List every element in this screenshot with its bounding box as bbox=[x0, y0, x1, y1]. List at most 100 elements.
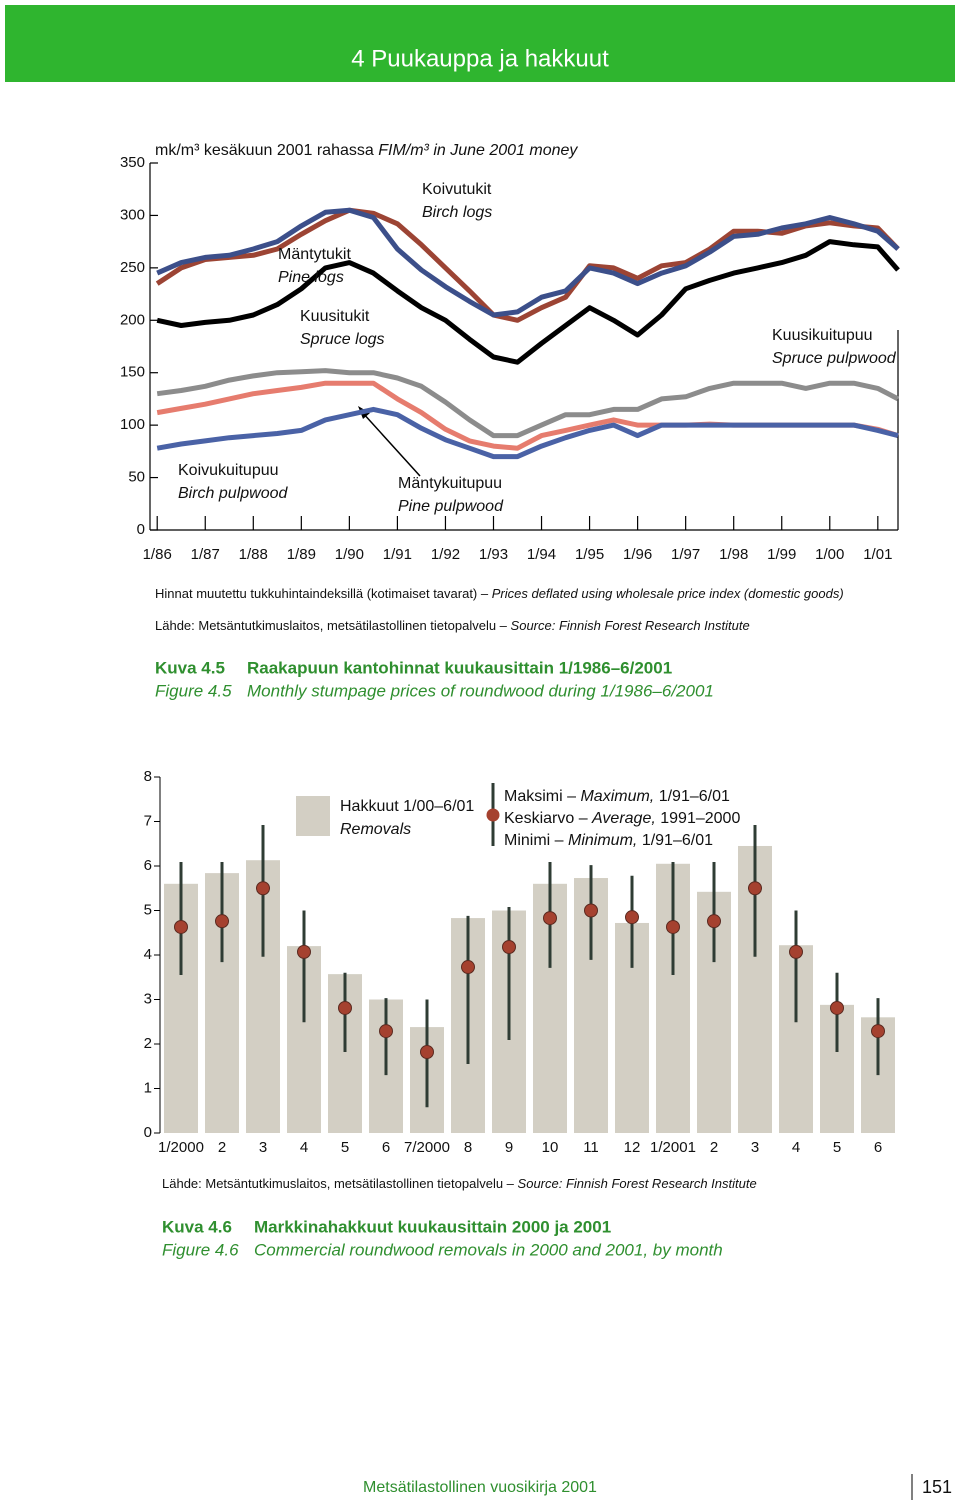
average-dot bbox=[461, 960, 475, 975]
series-label-en: Spruce pulpwood bbox=[772, 350, 897, 367]
legend-en: Minimum, bbox=[568, 832, 637, 849]
average-dot bbox=[502, 939, 516, 954]
y-label-en: FIM/m³ in June 2001 money bbox=[378, 142, 578, 159]
average-dot bbox=[256, 881, 270, 896]
x-tick-label: 1/98 bbox=[719, 546, 748, 563]
page-number: 151 bbox=[922, 1477, 952, 1497]
x-tick-label: 9 bbox=[505, 1139, 513, 1156]
x-tick-label: 1/00 bbox=[815, 546, 844, 563]
y-tick-label: 6 bbox=[144, 857, 152, 874]
x-tick-label: 6 bbox=[874, 1139, 882, 1156]
y-tick-label: 300 bbox=[120, 206, 145, 223]
series-line bbox=[156, 406, 899, 460]
series-label: Mäntykuitupuu bbox=[398, 475, 502, 492]
y-tick-label: 250 bbox=[120, 259, 145, 276]
series-label-en: Pine pulpwood bbox=[398, 498, 504, 515]
series-label-en: Birch logs bbox=[422, 204, 492, 221]
y-tick-label: 8 bbox=[144, 768, 152, 785]
note: Hinnat muutettu tukkuhintaindeksillä (ko… bbox=[155, 586, 844, 601]
x-tick-label: 1/01 bbox=[863, 546, 892, 563]
legend-entry: Keskiarvo – Average, 1991–2000 bbox=[504, 810, 740, 827]
average-dot bbox=[338, 1000, 352, 1015]
caption: Raakapuun kantohinnat kuukausittain 1/19… bbox=[247, 658, 672, 677]
source-en: Source: Finnish Forest Research Institut… bbox=[518, 1176, 757, 1191]
legend-label-en: Removals bbox=[340, 821, 411, 838]
y-tick-label: 3 bbox=[144, 990, 152, 1007]
y-tick-label: 350 bbox=[120, 154, 145, 171]
x-tick-label: 1/91 bbox=[383, 546, 412, 563]
y-label-fi: mk/m³ kesäkuun 2001 rahassa bbox=[155, 142, 374, 159]
source-fi: Lähde: Metsäntutkimuslaitos, metsätilast… bbox=[155, 618, 508, 633]
average-dot bbox=[707, 914, 721, 929]
legend-entry: Maksimi – Maximum, 1/91–6/01 bbox=[504, 788, 730, 805]
x-tick-label: 1/94 bbox=[527, 546, 556, 563]
legend-swatch bbox=[296, 796, 330, 836]
legend-fi: Maksimi – bbox=[504, 788, 576, 805]
series-label: Koivutukit bbox=[422, 181, 492, 198]
y-tick-label: 150 bbox=[120, 364, 145, 381]
y-tick-label: 2 bbox=[144, 1035, 152, 1052]
x-tick-label: 8 bbox=[464, 1139, 472, 1156]
x-tick-label: 1/97 bbox=[671, 546, 700, 563]
legend-entry: Minimi – Minimum, 1/91–6/01 bbox=[504, 832, 713, 849]
x-tick-label: 4 bbox=[792, 1139, 800, 1156]
average-dot bbox=[666, 919, 680, 934]
x-tick-label: 1/92 bbox=[431, 546, 460, 563]
x-tick-label: 1/87 bbox=[191, 546, 220, 563]
average-dot bbox=[215, 914, 229, 929]
y-tick-label: 0 bbox=[144, 1124, 152, 1141]
series-label: Kuusitukit bbox=[300, 308, 370, 325]
average-dot bbox=[830, 1000, 844, 1015]
y-tick-label: 5 bbox=[144, 901, 152, 918]
caption-label-en: Figure 4.6 bbox=[162, 1240, 239, 1259]
x-tick-label: 10 bbox=[542, 1139, 559, 1156]
average-dot bbox=[748, 881, 762, 896]
x-tick-label: 3 bbox=[751, 1139, 759, 1156]
average-dot bbox=[420, 1045, 434, 1060]
x-tick-label: 3 bbox=[259, 1139, 267, 1156]
caption-label: Kuva 4.5 bbox=[155, 658, 225, 677]
x-tick-label: 1/95 bbox=[575, 546, 604, 563]
x-tick-label: 1/2001 bbox=[650, 1139, 696, 1156]
x-tick-label: 1/99 bbox=[767, 546, 796, 563]
series-label: Kuusikuitupuu bbox=[772, 327, 873, 344]
legend-fi: Keskiarvo – bbox=[504, 810, 588, 827]
footer-title: Metsätilastollinen vuosikirja 2001 bbox=[363, 1479, 597, 1496]
note-fi: Hinnat muutettu tukkuhintaindeksillä (ko… bbox=[155, 586, 489, 601]
average-dot bbox=[543, 911, 557, 926]
legend-period: 1/91–6/01 bbox=[642, 832, 713, 849]
y-label: mk/m³ kesäkuun 2001 rahassa FIM/m³ in Ju… bbox=[155, 142, 578, 159]
header-bar bbox=[5, 5, 955, 82]
legend-fi: Minimi – bbox=[504, 832, 564, 849]
series-line bbox=[156, 207, 900, 318]
x-tick-label: 1/2000 bbox=[158, 1139, 204, 1156]
x-tick-label: 12 bbox=[624, 1139, 641, 1156]
x-tick-label: 4 bbox=[300, 1139, 308, 1156]
caption-en: Commercial roundwood removals in 2000 an… bbox=[254, 1240, 723, 1259]
x-tick-label: 11 bbox=[583, 1139, 599, 1156]
average-dot bbox=[379, 1024, 393, 1039]
source-en: Source: Finnish Forest Research Institut… bbox=[511, 618, 750, 633]
x-tick-label: 1/90 bbox=[335, 546, 364, 563]
series-label-en: Birch pulpwood bbox=[178, 485, 289, 502]
series-line bbox=[156, 368, 900, 439]
caption: Markkinahakkuut kuukausittain 2000 ja 20… bbox=[254, 1217, 611, 1236]
pointer bbox=[361, 411, 421, 477]
caption-label: Kuva 4.6 bbox=[162, 1217, 232, 1236]
average-dot bbox=[297, 944, 311, 959]
x-tick-label: 1/89 bbox=[287, 546, 316, 563]
legend-label: Hakkuut 1/00–6/01 bbox=[340, 798, 474, 815]
caption-en: Monthly stumpage prices of roundwood dur… bbox=[247, 681, 714, 700]
average-dot bbox=[789, 944, 803, 959]
x-tick-label: 1/88 bbox=[239, 546, 268, 563]
series-label-en: Pine logs bbox=[278, 269, 344, 286]
x-tick-label: 7/2000 bbox=[404, 1139, 450, 1156]
x-tick-label: 5 bbox=[341, 1139, 349, 1156]
legend-period: 1991–2000 bbox=[660, 810, 740, 827]
x-tick-label: 1/86 bbox=[143, 546, 172, 563]
legend-en: Maximum, bbox=[580, 788, 654, 805]
series-line bbox=[156, 239, 900, 365]
x-tick-label: 6 bbox=[382, 1139, 390, 1156]
legend-en: Average, bbox=[591, 810, 656, 827]
legend-dot bbox=[486, 808, 500, 822]
